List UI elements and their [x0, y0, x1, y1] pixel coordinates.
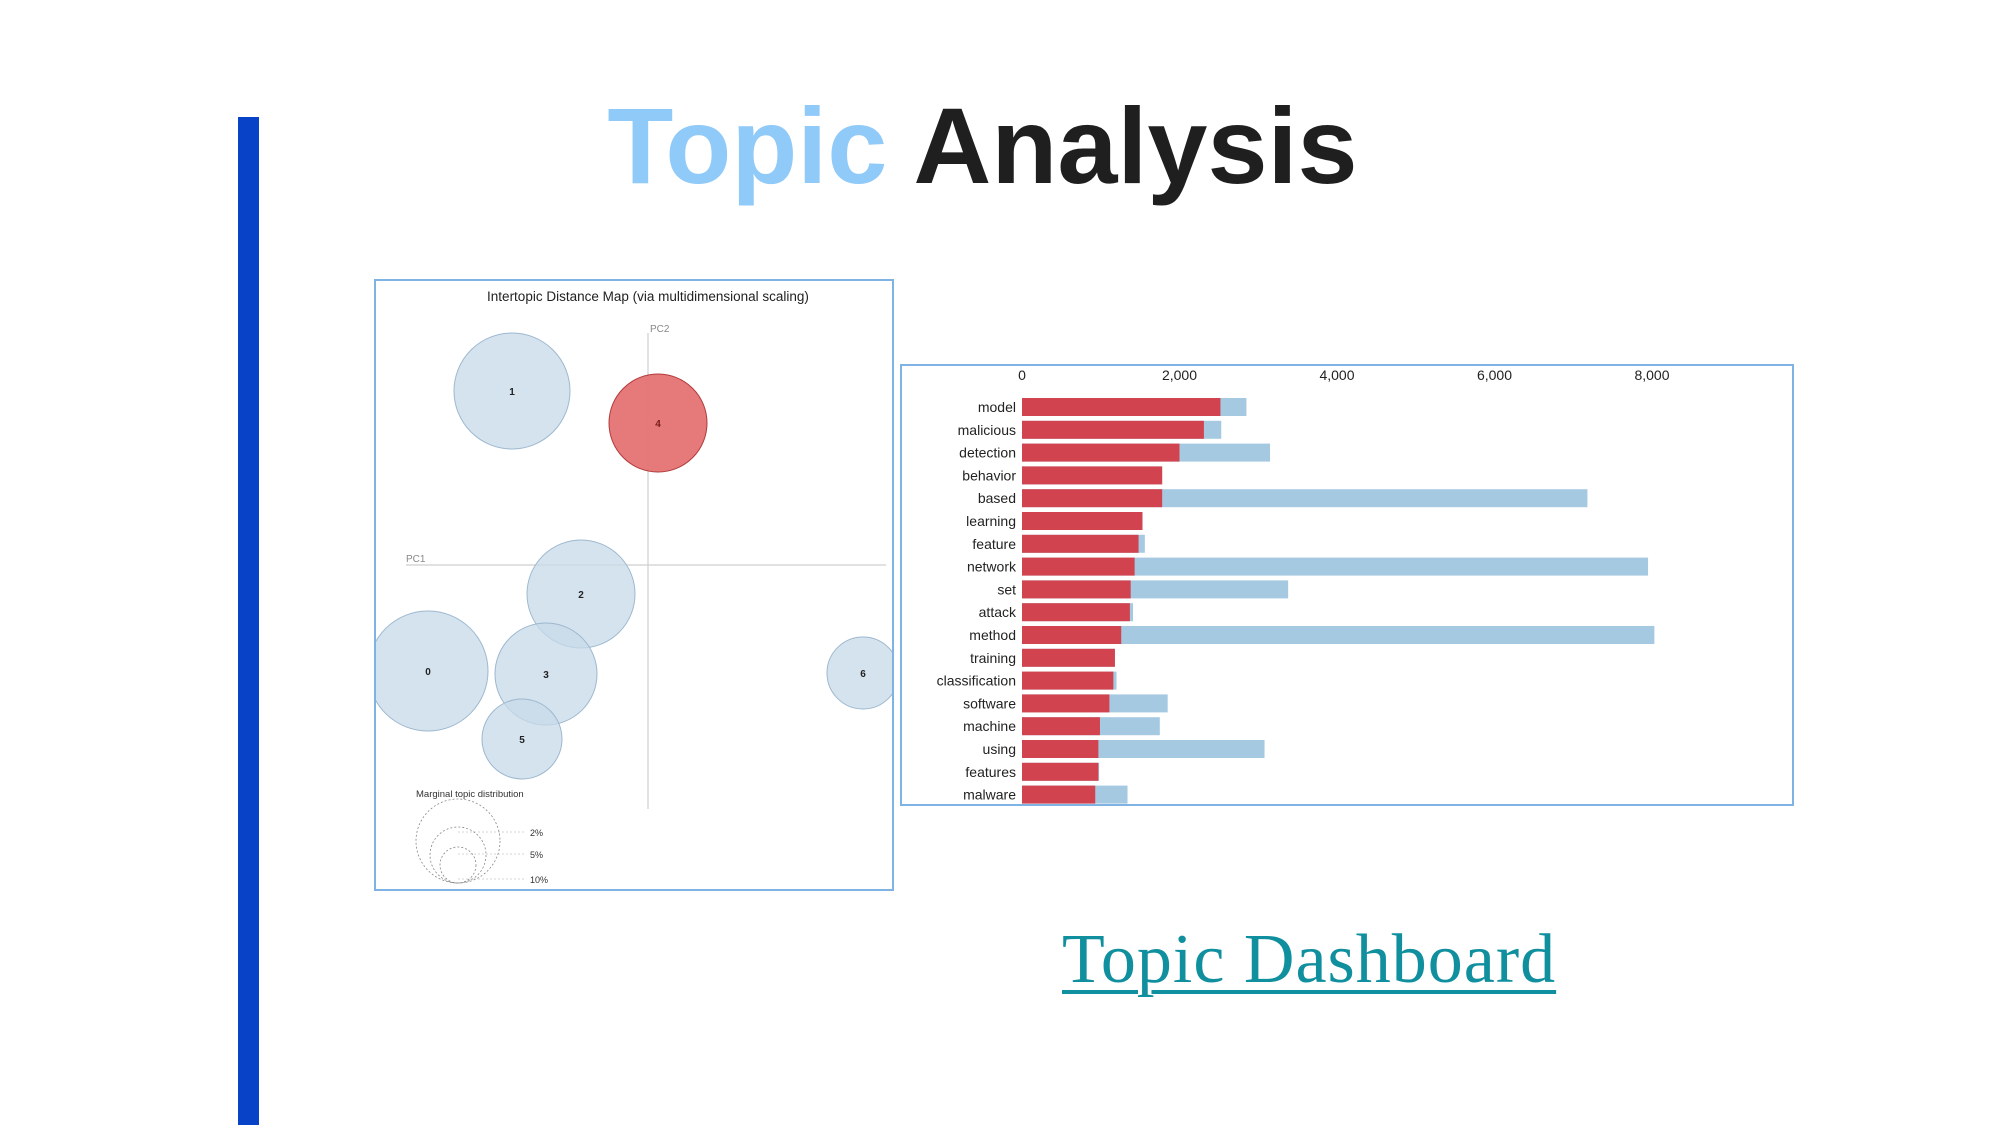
legend-title: Marginal topic distribution	[416, 789, 524, 800]
pc2-label: PC2	[650, 324, 670, 335]
x-tick-label-2: 4,000	[1319, 367, 1354, 383]
topic-bar-attack[interactable]	[1022, 603, 1130, 622]
term-label-model: model	[978, 399, 1016, 415]
topic-bar-network[interactable]	[1022, 557, 1135, 576]
term-label-malicious: malicious	[958, 422, 1016, 438]
term-label-malware: malware	[963, 787, 1016, 803]
topic-bar-based[interactable]	[1022, 489, 1163, 508]
legend-circles: 2% 5% 10%	[415, 798, 548, 885]
topic-bar-classification[interactable]	[1022, 671, 1114, 690]
term-label-software: software	[963, 695, 1016, 711]
topic-bubbles: 1 4 2 0 3 5 6	[376, 332, 892, 780]
topic-bar-behavior[interactable]	[1022, 466, 1163, 485]
topic-bubble-5[interactable]	[481, 698, 563, 780]
legend-circle-3	[415, 798, 501, 884]
topic-bar-using[interactable]	[1022, 740, 1099, 758]
term-label-method: method	[969, 627, 1016, 643]
term-label-attack: attack	[979, 604, 1017, 620]
topic-bubble-label-4: 4	[655, 419, 661, 430]
title-word-topic: Topic	[607, 85, 888, 206]
topic-bubble-6[interactable]	[826, 636, 892, 710]
legend-circle-2	[429, 826, 487, 884]
intertopic-map-svg: Intertopic Distance Map (via multidimens…	[376, 289, 892, 885]
topic-bar-software[interactable]	[1022, 694, 1110, 713]
slide-title: Topic Analysis	[0, 92, 1965, 200]
topic-bubble-label-5: 5	[519, 735, 525, 746]
topic-bar-feature[interactable]	[1022, 534, 1139, 553]
legend-label-3: 10%	[530, 875, 548, 885]
x-tick-label-4: 8,000	[1634, 367, 1669, 383]
topic-bar-malware[interactable]	[1022, 785, 1096, 804]
overall-bar-method[interactable]	[1022, 626, 1655, 644]
topic-bubble-label-0: 0	[425, 667, 431, 678]
topic-bar-machine[interactable]	[1022, 717, 1100, 736]
pc1-label: PC1	[406, 554, 426, 565]
topic-dashboard-link[interactable]: Topic Dashboard	[1062, 921, 1557, 998]
legend-label-2: 5%	[530, 850, 543, 860]
topic-bubble-4[interactable]	[608, 373, 708, 473]
topic-bar-training[interactable]	[1022, 648, 1115, 667]
topic-bubble-label-6: 6	[860, 669, 866, 680]
term-label-classification: classification	[937, 673, 1016, 689]
term-label-set: set	[997, 581, 1016, 597]
term-label-feature: feature	[972, 536, 1016, 552]
term-label-training: training	[970, 650, 1016, 666]
term-label-based: based	[978, 490, 1016, 506]
intertopic-distance-map: Intertopic Distance Map (via multidimens…	[374, 279, 894, 891]
overall-bar-based[interactable]	[1022, 489, 1588, 508]
topic-bubble-label-3: 3	[543, 670, 549, 681]
term-label-machine: machine	[963, 718, 1016, 734]
legend-circle-1	[439, 846, 477, 884]
accent-bar	[238, 117, 259, 1125]
term-label-detection: detection	[959, 445, 1016, 461]
topic-bar-method[interactable]	[1022, 626, 1122, 644]
topic-bubble-label-2: 2	[578, 590, 584, 601]
term-bar-chart-svg: 0 2,000 4,000 6,000 8,000 model malicious detec…	[937, 367, 1670, 804]
map-title: Intertopic Distance Map (via multidimens…	[487, 289, 809, 304]
topic-bubble-1[interactable]	[453, 332, 571, 450]
topic-bar-malicious[interactable]	[1022, 420, 1204, 439]
x-tick-label-0: 0	[1018, 367, 1026, 383]
topic-bubble-0[interactable]	[376, 610, 489, 732]
title-word-analysis: Analysis	[913, 85, 1358, 206]
topic-bubble-label-1: 1	[509, 387, 515, 398]
topic-bar-learning[interactable]	[1022, 512, 1143, 530]
overall-bar-network[interactable]	[1022, 557, 1649, 576]
term-label-using: using	[983, 741, 1016, 757]
term-bar-chart: 0 2,000 4,000 6,000 8,000 model malicious detec…	[900, 364, 1794, 806]
x-tick-label-1: 2,000	[1162, 367, 1197, 383]
term-label-network: network	[967, 559, 1017, 575]
term-label-behavior: behavior	[962, 467, 1016, 483]
topic-bar-set[interactable]	[1022, 580, 1131, 599]
topic-bar-detection[interactable]	[1022, 443, 1180, 462]
term-label-features: features	[965, 764, 1016, 780]
legend-label-1: 2%	[530, 828, 543, 838]
topic-bar-features[interactable]	[1022, 762, 1099, 781]
topic-bar-model[interactable]	[1022, 398, 1221, 416]
term-label-learning: learning	[966, 513, 1016, 529]
x-tick-label-3: 6,000	[1477, 367, 1512, 383]
